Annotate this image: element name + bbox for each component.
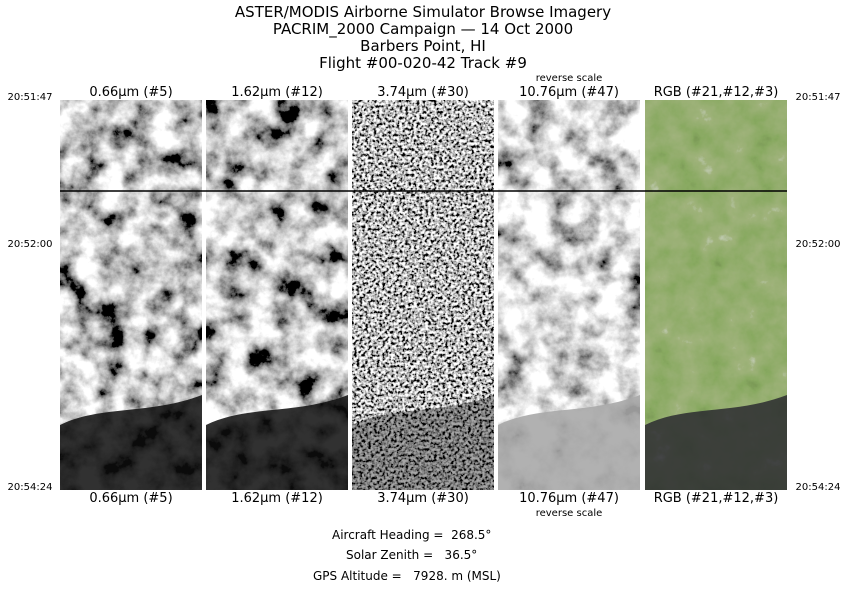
panel-label: 0.66μm (#5) (89, 85, 172, 100)
panel-image (352, 100, 494, 490)
title-line: Barbers Point, HI (360, 37, 486, 55)
ocean (60, 395, 202, 490)
title-line: ASTER/MODIS Airborne Simulator Browse Im… (235, 3, 611, 21)
time-label: 20:52:00 (796, 239, 841, 250)
ocean (352, 395, 494, 490)
title-line: PACRIM_2000 Campaign — 14 Oct 2000 (273, 20, 573, 39)
title-line: Flight #00-020-42 Track #9 (319, 54, 527, 72)
panel-label: RGB (#21,#12,#3) (654, 85, 779, 100)
footer-line: GPS Altitude = 7928. m (MSL) (313, 569, 501, 583)
panel-label: 3.74μm (#30) (377, 85, 469, 100)
time-label: 20:52:00 (8, 239, 53, 250)
panel-label: 0.66μm (#5) (89, 491, 172, 506)
panel-label: RGB (#21,#12,#3) (654, 491, 779, 506)
time-label: 20:54:24 (796, 482, 841, 493)
footer-line: Solar Zenith = 36.5° (346, 548, 477, 562)
time-label: 20:51:47 (796, 92, 841, 103)
ocean (645, 395, 787, 490)
panel-note: reverse scale (536, 73, 603, 84)
panel-note: reverse scale (536, 508, 603, 519)
panel-label: 3.74μm (#30) (377, 491, 469, 506)
time-label: 20:51:47 (8, 92, 53, 103)
panel-label: 1.62μm (#12) (231, 491, 323, 506)
ocean (498, 395, 640, 490)
panel-label: 10.76μm (#47) (519, 85, 619, 100)
panel-images (60, 100, 787, 490)
panel-label: 10.76μm (#47) (519, 491, 619, 506)
footer-line: Aircraft Heading = 268.5° (332, 528, 491, 542)
time-label: 20:54:24 (8, 482, 53, 493)
panel-label: 1.62μm (#12) (231, 85, 323, 100)
ocean (206, 395, 348, 490)
